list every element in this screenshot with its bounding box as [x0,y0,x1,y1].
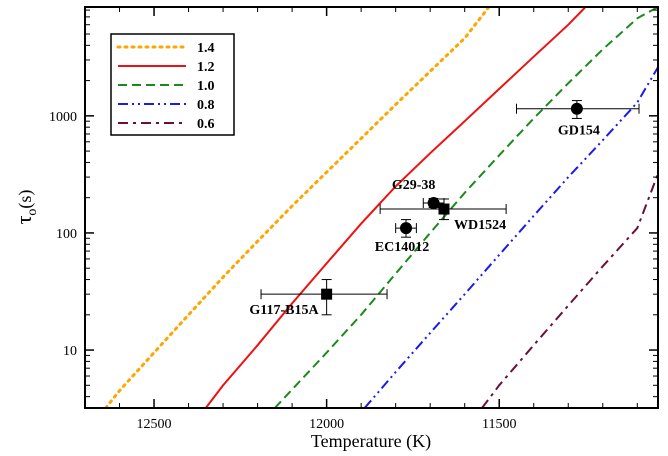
legend-label: 1.4 [197,41,215,56]
point-marker-square [321,288,333,300]
data-point-gd154: GD154 [515,100,640,139]
legend-label: 0.6 [197,117,215,132]
legend-label: 1.2 [197,60,215,75]
y-tick-label: 1000 [49,110,77,125]
point-label: G117-B15A [249,303,319,318]
point-label: G29-38 [392,178,436,193]
y-tick-label: 100 [56,227,77,242]
series-line-1 [205,7,587,408]
point-marker-circle [570,102,583,115]
data-point-g117-b15a: G117-B15A [249,279,388,318]
x-tick-label: 12500 [137,417,172,432]
legend-label: 1.0 [197,79,215,94]
series-line-0 [104,7,491,408]
legend: 1.4 1.2 1.0 0.8 0.6 [110,33,235,136]
point-label: WD1524 [454,218,506,233]
y-axis-title-subscript: o [25,209,40,216]
y-axis-title-symbol: τ [11,215,36,224]
series-line-3 [363,66,658,408]
x-axis-title: Temperature (K) [311,431,431,452]
series-line-2 [274,7,658,408]
legend-label: 0.8 [197,98,215,113]
point-label: EC14012 [375,240,429,255]
y-axis-title: τo(s) [11,190,40,225]
y-axis-title-unit: (s) [15,190,36,209]
series-line-4 [481,173,658,408]
x-tick-label: 12000 [309,417,344,432]
data-point-ec14012: EC14012 [375,219,429,255]
x-tick-label: 11500 [482,417,516,432]
point-marker-circle [427,197,440,210]
point-marker-square [438,203,450,215]
data-point-wd1524: WD1524 [379,198,507,233]
plot-frame [84,6,659,409]
data-point-g29-38: G29-38 [392,178,445,210]
y-tick-label: 10 [63,344,77,359]
point-marker-circle [400,222,413,235]
legend-box [110,33,235,136]
point-label: GD154 [558,124,600,139]
